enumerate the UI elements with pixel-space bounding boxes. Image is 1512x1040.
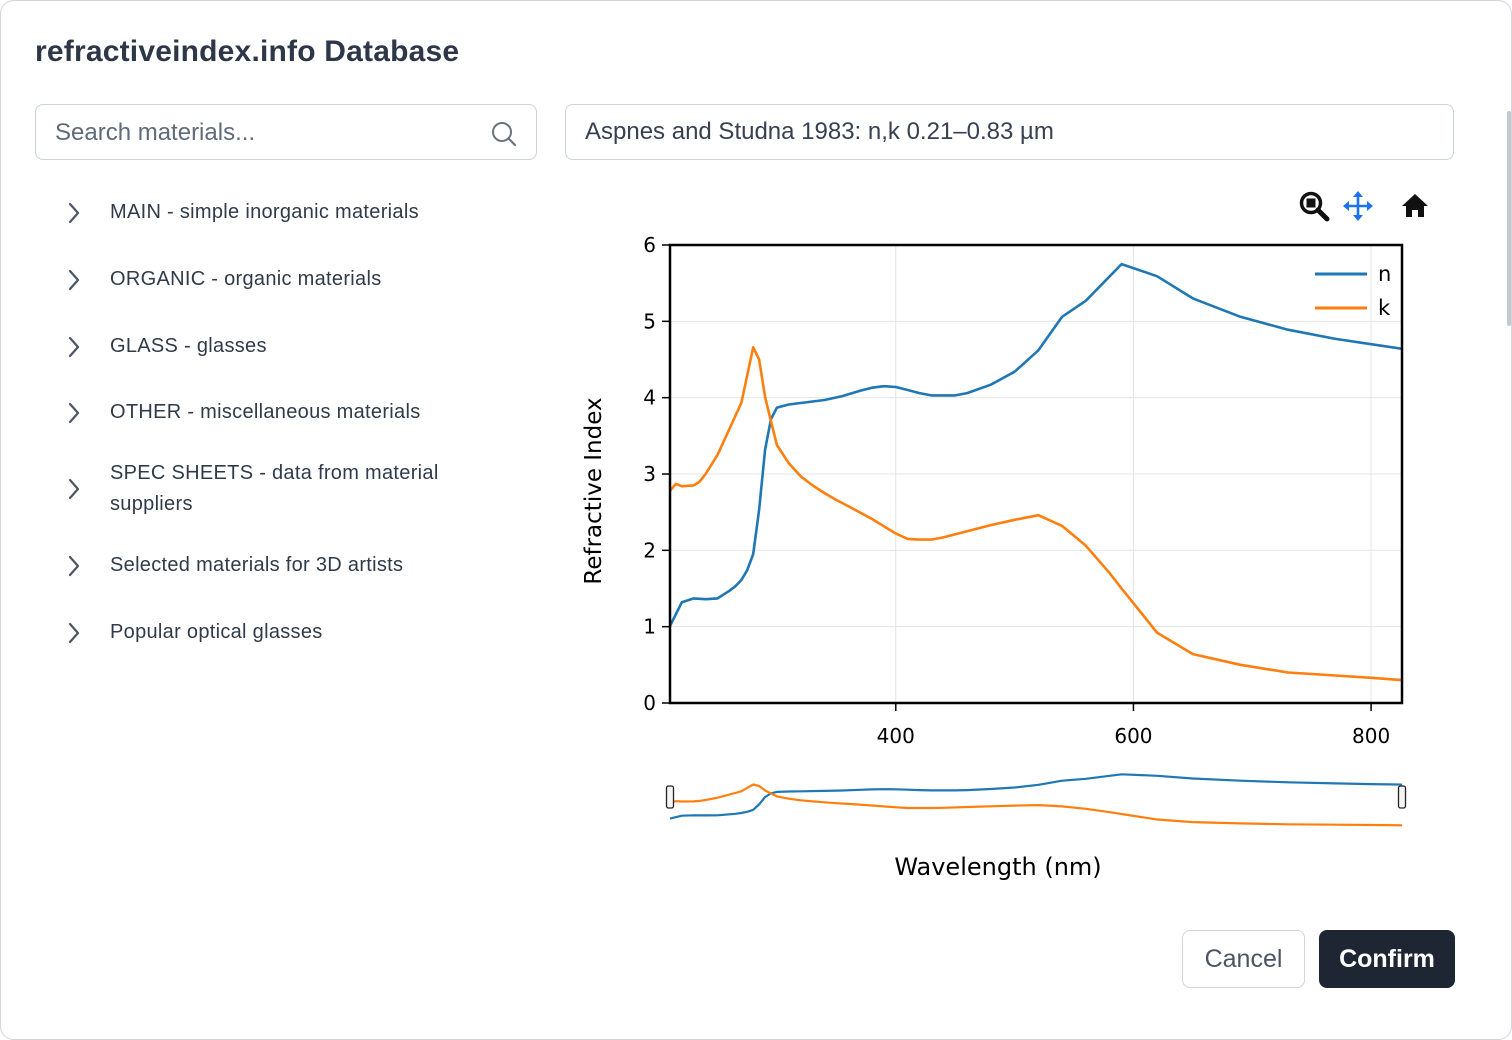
search-box [35,104,537,161]
x-axis-title: Wavelength (nm) [894,853,1101,881]
y-tick-label: 2 [643,538,656,562]
tree-item-label: MAIN - simple inorganic materials [110,201,419,223]
y-tick-label: 5 [643,309,656,333]
cancel-button[interactable]: Cancel [1182,930,1305,988]
chevron-right-icon[interactable] [61,200,87,226]
y-axis-title: Refractive Index [581,397,607,584]
series-line-n [670,262,1402,627]
tree-item-label: GLASS - glasses [110,335,267,357]
tree-item-organic[interactable]: ORGANIC - organic materials [61,264,501,295]
tree-item-label: Selected materials for 3D artists [110,554,404,576]
chevron-right-icon[interactable] [61,553,87,579]
dialog-title: refractiveindex.info Database [35,35,460,68]
chart-toolbar [1297,189,1437,223]
y-tick-label: 6 [643,233,656,257]
range-slider-handle-left[interactable] [665,785,675,809]
search-input[interactable] [36,105,497,161]
range-slider-handle-right[interactable] [1397,785,1407,809]
tree-item-label: SPEC SHEETS - data from material supplie… [110,462,439,515]
zoom-icon[interactable] [1297,189,1331,223]
tree-item-3d-artists[interactable]: Selected materials for 3D artists [61,550,501,581]
tree-item-optical-glasses[interactable]: Popular optical glasses [61,617,501,648]
pan-icon[interactable] [1341,189,1375,223]
legend-label-n: n [1378,262,1391,286]
chevron-right-icon[interactable] [61,476,87,502]
tree-item-label: Popular optical glasses [110,621,323,643]
range-slider-line-n [669,773,1403,820]
y-tick-label: 4 [643,386,656,410]
data-source-select[interactable]: Aspnes and Studna 1983: n,k 0.21–0.83 µm [565,104,1454,160]
search-icon[interactable] [490,120,518,148]
tree-item-glass[interactable]: GLASS - glasses [61,331,501,362]
tree-item-main[interactable]: MAIN - simple inorganic materials [61,197,501,228]
series-line-k [670,346,1402,682]
home-icon[interactable] [1398,189,1432,223]
legend-label-k: k [1378,296,1391,320]
y-tick-label: 3 [643,462,656,486]
tree-item-other[interactable]: OTHER - miscellaneous materials [61,397,501,428]
y-tick-label: 0 [643,691,656,715]
chevron-right-icon[interactable] [61,400,87,426]
x-tick-label: 600 [1114,724,1152,748]
dialog-scrollbar[interactable] [1507,111,1511,326]
tree-item-label: OTHER - miscellaneous materials [110,401,421,423]
range-slider-line-k [669,783,1403,827]
tree-item-label: ORGANIC - organic materials [110,268,382,290]
chevron-right-icon[interactable] [61,620,87,646]
chevron-right-icon[interactable] [61,334,87,360]
y-tick-label: 1 [643,615,656,639]
chevron-right-icon[interactable] [61,267,87,293]
confirm-button[interactable]: Confirm [1319,930,1455,988]
refractive-index-chart[interactable]: 0 1 2 3 4 5 6 400 600 800 Refractive Index Waveleng… [561,231,1431,901]
x-tick-label: 400 [877,724,915,748]
tree-item-spec-sheets[interactable]: SPEC SHEETS - data from material supplie… [61,458,441,520]
range-slider[interactable] [665,773,1407,827]
x-tick-label: 800 [1352,724,1390,748]
